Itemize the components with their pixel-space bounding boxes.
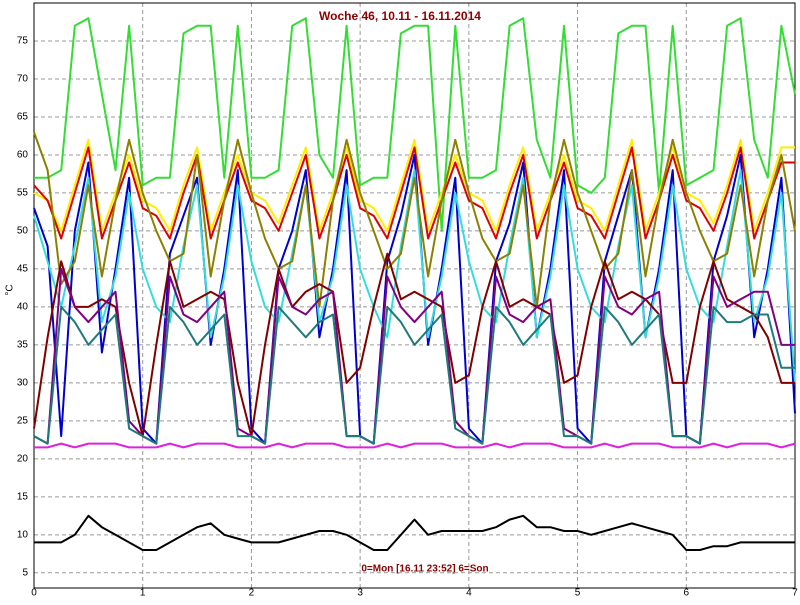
y-tick-label: 10 — [17, 529, 29, 540]
plot-frame — [33, 2, 796, 589]
y-tick-label: 45 — [17, 264, 29, 275]
y-tick-label: 70 — [17, 74, 29, 85]
series-line — [34, 17, 796, 232]
x-tick-label: 2 — [249, 588, 255, 599]
y-tick-label: 30 — [17, 378, 29, 389]
y-tick-label: 40 — [17, 302, 29, 313]
x-tick-label: 1 — [140, 588, 146, 599]
y-tick-label: 75 — [17, 36, 29, 47]
x-tick-label: 4 — [466, 588, 472, 599]
y-tick-label: 20 — [17, 453, 29, 464]
y-tick-label: 15 — [17, 491, 29, 502]
y-axis-label: °C — [5, 284, 16, 295]
x-axis-label: 0=Mon [16.11 23:52] 6=Son — [361, 564, 488, 575]
y-tick-label: 50 — [17, 226, 29, 237]
series-line — [34, 442, 796, 449]
series-line — [33, 131, 796, 308]
series-line — [33, 305, 795, 445]
x-tick-label: 3 — [357, 588, 363, 599]
y-tick-label: 25 — [17, 415, 29, 426]
y-tick-label: 5 — [22, 567, 28, 578]
y-tick-label: 65 — [17, 112, 29, 123]
y-tick-label: 35 — [17, 340, 29, 351]
x-tick-label: 6 — [684, 588, 690, 599]
x-tick-label: 5 — [575, 588, 581, 599]
series-line — [33, 146, 795, 240]
series-line — [34, 514, 795, 551]
y-tick-label: 55 — [17, 188, 29, 199]
x-tick-label: 7 — [792, 588, 798, 599]
y-tick-label: 60 — [17, 150, 29, 161]
chart-title: Woche 46, 10.11 - 16.11.2014 — [319, 9, 481, 23]
series-line — [33, 252, 795, 438]
x-tick-label: 0 — [31, 588, 37, 599]
